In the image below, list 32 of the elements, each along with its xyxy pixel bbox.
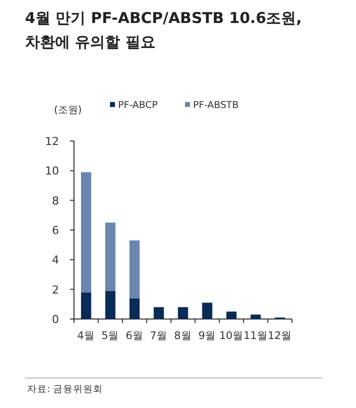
chart-title: 4월 만기 PF-ABCP/ABSTB 10.6조원, 차환에 유의할 필요 — [25, 9, 302, 51]
x-tick-label: 8월 — [174, 330, 192, 342]
bar — [129, 240, 140, 298]
bar — [129, 298, 140, 319]
bar — [202, 302, 212, 319]
y-tick-label: 0 — [52, 313, 59, 326]
x-tick-label: 9월 — [198, 330, 216, 342]
bar — [250, 314, 261, 319]
bar — [226, 312, 237, 319]
bar — [105, 222, 116, 291]
y-tick-label: 2 — [52, 283, 59, 296]
bar — [154, 307, 164, 319]
x-tick-label: 10월 — [219, 330, 244, 342]
x-tick-label: 7월 — [150, 330, 168, 342]
x-tick-label: 4월 — [77, 330, 95, 342]
y-tick-label: 4 — [52, 254, 59, 267]
legend-label: PF-ABCP — [118, 100, 158, 111]
y-tick-label: 10 — [45, 164, 59, 178]
text: 자료: 금융위원회 — [27, 384, 104, 395]
bar — [81, 172, 92, 292]
x-tick-label: 6월 — [126, 330, 144, 342]
legend-label: PF-ABSTB — [193, 100, 239, 111]
bar — [105, 290, 116, 319]
y-axis-title: (조원) — [54, 105, 82, 116]
bar — [178, 307, 188, 319]
y-tick-label: 8 — [52, 194, 59, 208]
x-tick-label: 12월 — [268, 330, 292, 342]
x-tick-label: 5월 — [101, 330, 120, 342]
x-tick-label: 11월 — [243, 330, 268, 342]
y-tick-label: 12 — [45, 135, 59, 148]
bar — [81, 292, 92, 319]
y-tick-label: 6 — [52, 224, 59, 237]
